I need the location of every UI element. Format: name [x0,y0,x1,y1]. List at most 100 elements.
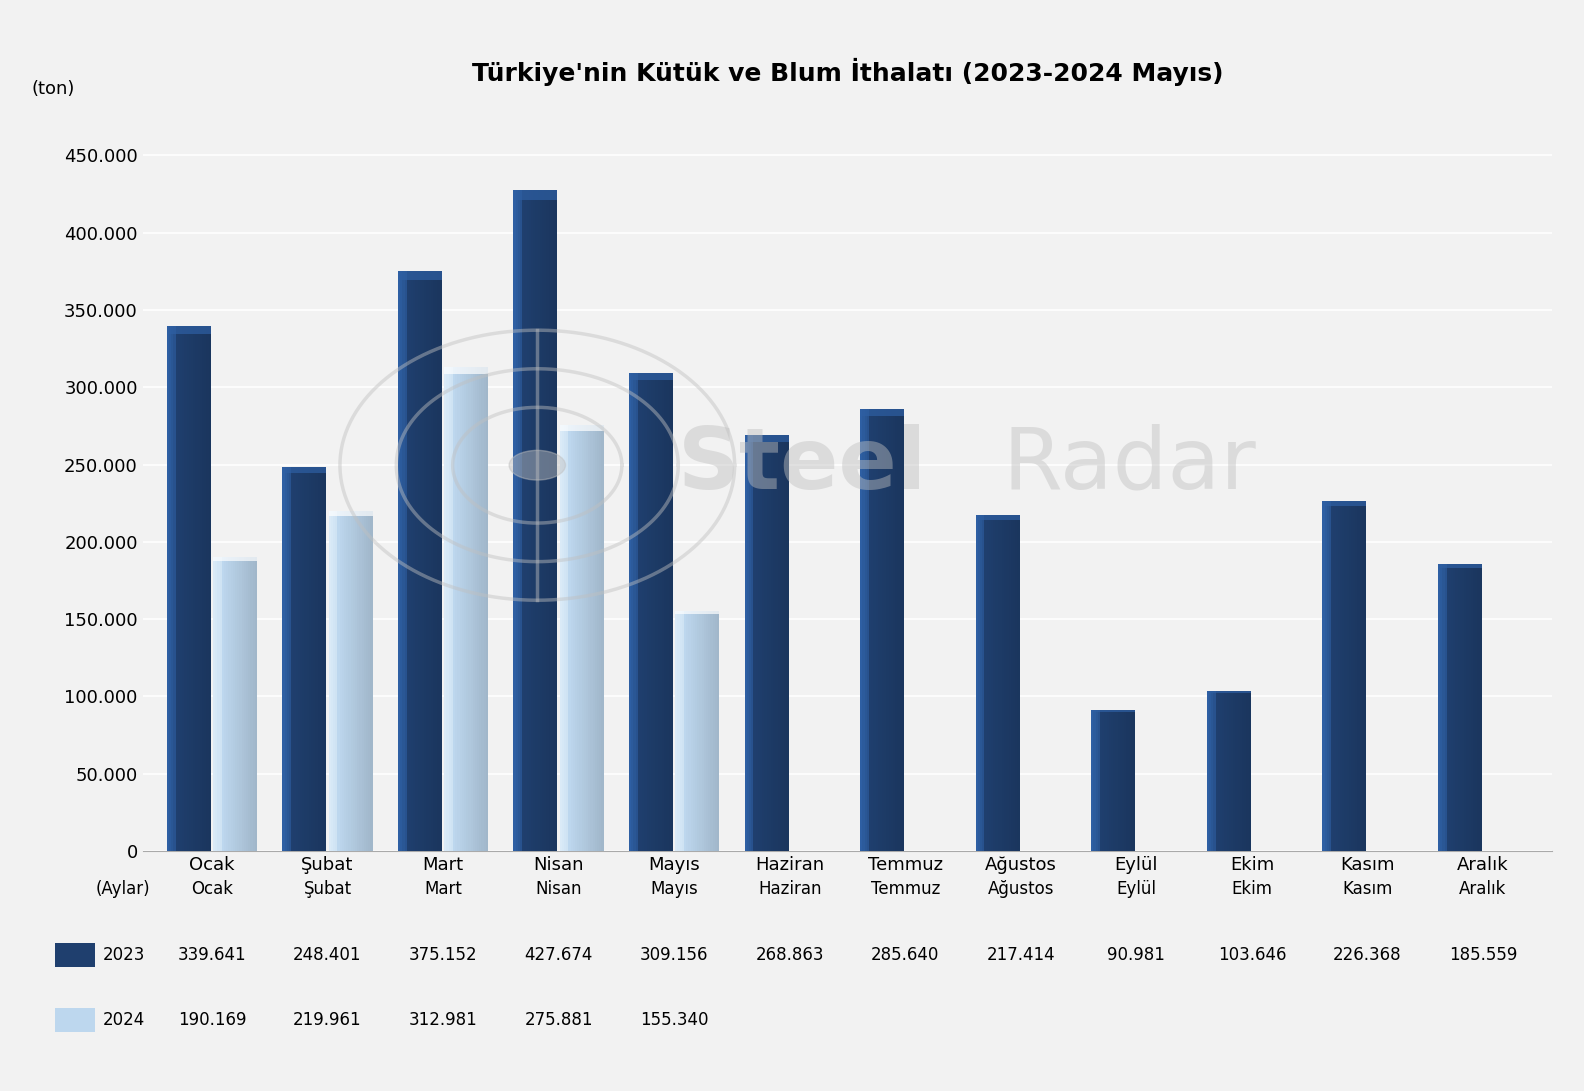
Bar [548,190,551,851]
Bar [480,368,482,851]
Bar [865,409,866,851]
Text: Aralık: Aralık [1459,880,1506,898]
Bar [1107,710,1109,851]
Bar [404,272,407,851]
Bar [580,424,581,851]
Bar [176,326,177,851]
Bar [429,272,431,851]
Text: Mayıs: Mayıs [651,880,699,898]
Bar [1110,710,1114,851]
Bar [767,435,768,851]
Bar [1478,564,1479,851]
Bar [1131,710,1133,851]
Bar [901,409,904,851]
Bar [1231,691,1234,851]
Bar [171,326,173,851]
Bar [710,611,713,851]
Bar [570,424,573,851]
Bar [518,190,520,851]
Bar [181,326,182,851]
Bar [310,467,314,851]
Bar [1247,691,1248,851]
Text: 285.640: 285.640 [871,946,939,963]
Bar [355,511,356,851]
Bar [1449,564,1451,851]
Bar [887,409,889,851]
Bar [298,467,299,851]
Bar [1345,501,1346,851]
Text: Steel: Steel [678,423,928,506]
Bar [455,368,458,851]
Bar [765,435,767,851]
Bar [432,272,436,851]
Bar [662,373,664,851]
Bar [466,368,469,851]
Bar [597,424,599,851]
Bar [1091,710,1136,712]
Text: 268.863: 268.863 [756,946,824,963]
Bar [692,611,695,851]
Bar [529,190,531,851]
Bar [1226,691,1229,851]
Bar [993,515,995,851]
Bar [1324,501,1327,851]
Bar [317,467,320,851]
Bar [453,368,455,851]
Bar [754,435,756,851]
Text: 217.414: 217.414 [987,946,1055,963]
Bar [1133,710,1136,851]
Bar [337,511,339,851]
Text: 2024: 2024 [103,1011,146,1029]
Bar [282,467,326,472]
Bar [635,373,638,851]
Bar [401,272,402,851]
Bar [464,368,466,851]
Bar [436,272,437,851]
Bar [567,424,569,851]
Bar [980,515,982,851]
Bar [1335,501,1338,851]
Bar [542,190,545,851]
Bar [1118,710,1120,851]
Bar [291,467,293,851]
Bar [472,368,475,851]
Bar [255,558,257,851]
Bar [193,326,195,851]
Bar [540,190,542,851]
Bar [1479,564,1483,851]
Bar [982,515,985,851]
Text: (ton): (ton) [32,81,74,98]
Bar [564,424,567,851]
Bar [447,368,448,851]
Bar [1213,691,1215,851]
Bar [398,272,401,851]
Bar [1248,691,1251,851]
Bar [782,435,784,851]
Bar [1351,501,1353,851]
Bar [252,558,255,851]
Bar [661,373,662,851]
Bar [336,511,337,851]
Bar [420,272,421,851]
Bar [431,272,432,851]
Bar [1348,501,1351,851]
Bar [222,558,223,851]
Bar [1115,710,1118,851]
Bar [1357,501,1359,851]
Bar [475,368,477,851]
Bar [1091,710,1093,851]
Bar [771,435,773,851]
Bar [483,368,486,851]
Bar [535,190,537,851]
Bar [409,272,412,851]
Bar [559,424,562,851]
Bar [328,511,331,851]
Bar [762,435,765,851]
Bar [201,326,204,851]
Bar [513,190,558,200]
Bar [586,424,588,851]
Bar [469,368,470,851]
Bar [402,272,404,851]
Bar [1242,691,1243,851]
Bar [182,326,184,851]
